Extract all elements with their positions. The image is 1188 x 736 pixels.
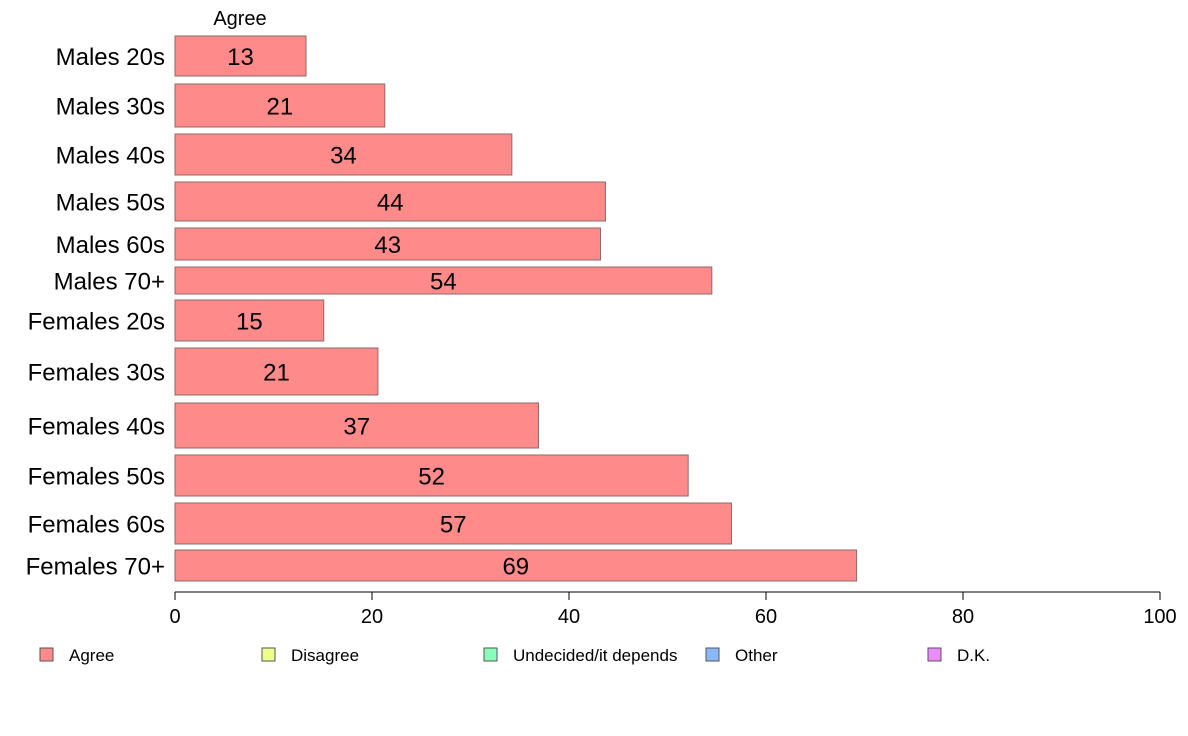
bar [174,266,713,295]
category-label: Males 20s [56,44,165,71]
bar [174,35,307,77]
legend-label: Undecided/it depends [513,646,677,665]
legend-swatch [927,647,942,662]
bar [174,454,689,497]
legend-label: Other [735,646,778,665]
category-label: Males 50s [56,190,165,217]
legend-label: D.K. [957,646,990,665]
category-label: Females 70+ [26,554,165,581]
bar [174,181,606,222]
bar [174,299,325,342]
series-heading: Agree [213,8,266,30]
data-label: 37 [343,414,370,441]
bar [174,402,539,449]
data-label: 54 [430,269,457,296]
category-label: Females 40s [28,414,165,441]
category-label: Females 20s [28,309,165,336]
data-label: 69 [502,554,529,581]
data-label: 21 [267,94,294,121]
legend-swatch [261,647,276,662]
x-tick-label: 100 [1143,606,1176,628]
x-tick-label: 60 [755,606,777,628]
bar [174,347,379,396]
bar [174,549,858,582]
data-label: 43 [374,232,401,259]
bar [174,133,513,176]
x-tick-label: 80 [952,606,974,628]
x-tick-label: 40 [558,606,580,628]
category-label: Males 60s [56,232,165,259]
legend-swatch [483,647,498,662]
legend-label: Agree [69,646,114,665]
x-tick-label: 20 [361,606,383,628]
category-label: Males 30s [56,94,165,121]
data-label: 21 [263,360,290,387]
data-label: 34 [330,143,357,170]
bar [174,227,602,261]
bar [174,502,733,545]
x-axis: 0 20 40 60 80 100 [169,591,1177,628]
data-label: 52 [418,464,445,491]
category-label: Females 50s [28,464,165,491]
category-label: Females 30s [28,360,165,387]
legend-swatch [705,647,720,662]
x-tick-label: 0 [169,606,180,628]
legend-swatch [39,647,54,662]
bar [174,83,386,128]
category-label: Females 60s [28,512,165,539]
bars-group: Males 20s 13 Males 30s 21 Males 40s 34 Males 5… [26,35,858,582]
legend-label: Disagree [291,646,359,665]
legend: Agree Disagree Undecided/it depends Other D.… [39,646,990,665]
data-label: 15 [236,309,263,336]
category-label: Males 70+ [54,269,165,296]
data-label: 57 [440,512,467,539]
data-label: 13 [227,44,254,71]
data-label: 44 [377,190,404,217]
category-label: Males 40s [56,143,165,170]
